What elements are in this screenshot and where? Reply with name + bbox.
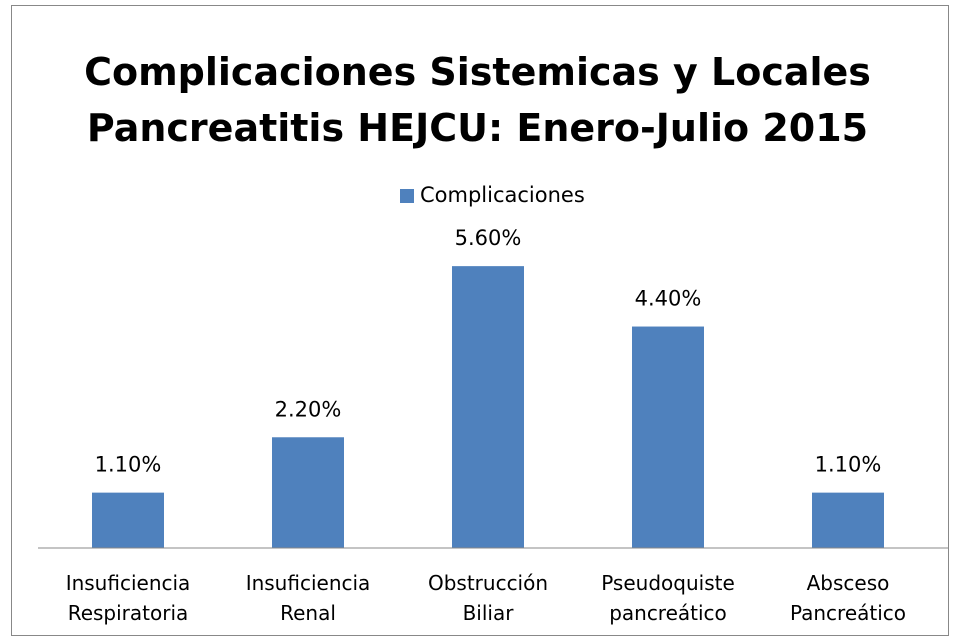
legend-swatch	[400, 189, 414, 203]
data-label: 2.20%	[275, 397, 342, 421]
x-tick-label: Pseudoquiste pancreático	[601, 571, 735, 625]
data-label: 4.40%	[635, 287, 702, 311]
bar	[812, 492, 884, 548]
bar	[92, 492, 164, 548]
x-tick-label: Absceso Pancreático	[789, 571, 907, 625]
bar	[632, 326, 704, 548]
bar	[452, 266, 524, 548]
frame	[11, 5, 949, 636]
x-tick-label: Obstrucción Biliar	[427, 571, 549, 625]
data-label: 1.10%	[815, 453, 882, 477]
legend-label: Complicaciones	[420, 183, 585, 207]
x-tick-label: Insuficiencia Respiratoria	[65, 571, 191, 625]
x-tick-label: Insuficiencia Renal	[245, 571, 371, 625]
data-label: 5.60%	[455, 226, 522, 250]
data-label: 1.10%	[95, 453, 162, 477]
chart-title: Complicaciones Sistemicas y Locales Panc…	[84, 50, 871, 150]
bar	[272, 437, 344, 548]
